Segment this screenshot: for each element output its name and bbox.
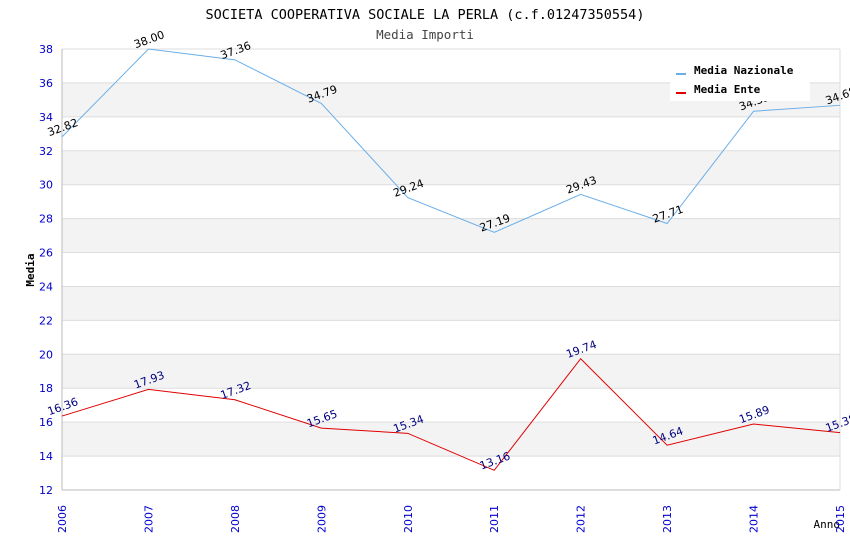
x-tick-label: 2011: [488, 505, 501, 533]
y-tick-label: 14: [39, 450, 53, 463]
y-tick-label: 24: [39, 280, 53, 293]
x-tick-label: 2009: [315, 505, 328, 533]
y-tick-label: 38: [39, 43, 53, 56]
data-label: 16.36: [46, 395, 80, 418]
grid-band: [62, 218, 840, 253]
y-tick-label: 18: [39, 382, 53, 395]
grid-bands: [62, 82, 840, 457]
legend-entry: Media Nazionale: [694, 64, 794, 77]
grid-band: [62, 286, 840, 321]
y-axis-label: Media: [24, 253, 37, 286]
legend-box: [670, 61, 810, 101]
y-tick-label: 26: [39, 247, 53, 260]
data-label: 15.38: [824, 412, 850, 435]
x-tick-label: 2010: [402, 505, 415, 533]
grid-lines: [62, 48, 840, 491]
x-tick-label: 2013: [661, 505, 674, 533]
chart-subtitle: Media Importi: [376, 27, 474, 42]
x-tick-label: 2008: [229, 505, 242, 533]
y-tick-label: 36: [39, 77, 53, 90]
x-tick-label: 2006: [56, 505, 69, 533]
series-line-media-ente: [61, 357, 841, 471]
y-tick-label: 30: [39, 179, 53, 192]
data-label: 38.00: [132, 28, 166, 51]
legend: Media Nazionale Media Ente: [670, 61, 810, 101]
x-axis-label: Anno: [814, 518, 841, 531]
x-tick-label: 2015: [834, 505, 847, 533]
grid-band: [62, 150, 840, 185]
legend-entry: Media Ente: [694, 83, 761, 96]
grid-band: [62, 354, 840, 389]
y-tick-label: 32: [39, 145, 53, 158]
series-line-media-nazionale: [61, 48, 841, 233]
x-tick-label: 2014: [748, 505, 761, 533]
y-tick-label: 20: [39, 348, 53, 361]
series-lines: [61, 48, 841, 471]
axes: [61, 49, 841, 491]
data-label: 37.36: [219, 39, 253, 62]
y-tick-label: 16: [39, 416, 53, 429]
chart-title: SOCIETA COOPERATIVA SOCIALE LA PERLA (c.…: [206, 7, 645, 23]
y-tick-label: 22: [39, 314, 53, 327]
y-tick-label: 12: [39, 484, 53, 497]
y-tick-label: 28: [39, 213, 53, 226]
y-tick-label: 34: [39, 111, 53, 124]
grid-band: [62, 422, 840, 457]
y-tick-labels: 12 14 16 18 20 22 24 26 28 30 32 34 36 38: [39, 43, 53, 497]
x-tick-labels: 2006 2007 2008 2009 2010 2011 2012 2013 2014 2015: [56, 505, 847, 533]
x-tick-label: 2012: [575, 505, 588, 533]
x-tick-label: 2007: [142, 505, 155, 533]
